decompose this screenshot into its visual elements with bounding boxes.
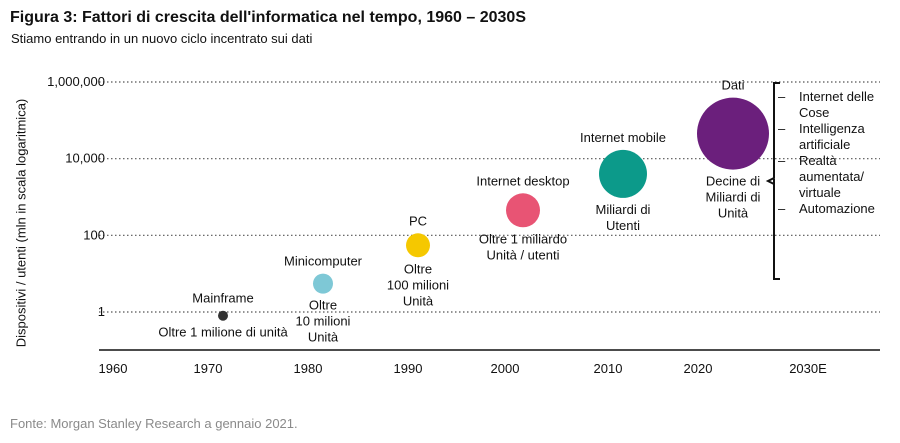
bubbles	[218, 97, 769, 321]
bubble-caption: Utenti	[606, 218, 640, 233]
trend-dash: –	[778, 121, 786, 136]
trend-list: – Internet delle Cose – Intelligenza art…	[778, 89, 895, 217]
chart-subtitle: Stiamo entrando in un nuovo ciclo incent…	[11, 31, 313, 46]
bubble-dati	[697, 97, 769, 170]
bubble-label: Mainframe	[192, 291, 253, 306]
bubble-caption: Unità / utenti	[487, 247, 560, 262]
bubble-caption: Unità	[308, 330, 339, 345]
bubble-label: Dati	[721, 78, 744, 93]
trend-bracket	[765, 82, 780, 280]
bubble-caption: Oltre	[309, 298, 337, 313]
x-tick-label: 2010	[594, 361, 623, 376]
bubble-label: Internet desktop	[476, 173, 569, 188]
y-tick-label: 1	[98, 304, 105, 319]
trend-dash: –	[778, 201, 786, 216]
bubble-caption: Decine di	[706, 174, 760, 189]
bubble-caption: Oltre 1 milione di unità	[158, 325, 288, 340]
y-tick-label: 10,000	[65, 151, 105, 166]
bubble-mainframe	[218, 310, 228, 321]
trend-label: Automazione	[799, 201, 875, 216]
bubble-internet-desktop	[506, 193, 540, 228]
bubble-label: Minicomputer	[284, 254, 363, 269]
bubble-label: Internet mobile	[580, 130, 666, 145]
trend-dash: –	[778, 89, 786, 104]
bubble-caption: Miliardi di	[706, 190, 761, 205]
trend-label: Intelligenza artificiale	[799, 121, 865, 152]
bubble-caption: 100 milioni	[387, 277, 449, 292]
trend-item-ai: – Intelligenza artificiale	[778, 121, 895, 153]
bubble-caption: 10 milioni	[296, 314, 351, 329]
trend-item-automation: – Automazione	[778, 201, 895, 217]
x-tick-label: 1970	[194, 361, 223, 376]
trend-label: Realtà aumentata/ virtuale	[799, 153, 865, 200]
y-tick-label: 1,000,000	[47, 74, 105, 89]
data-labels: Mainframe Oltre 1 milione di unità Minicom…	[158, 78, 760, 345]
y-tick-label: 100	[83, 227, 105, 242]
x-tick-label: 1990	[394, 361, 423, 376]
axes: 1 100 10,000 1,000,000 1960 1970 1980 1990 2000 2…	[47, 74, 880, 376]
x-tick-label: 2020	[684, 361, 713, 376]
trend-dash: –	[778, 153, 786, 168]
bubble-caption: Unità	[718, 206, 749, 221]
trend-item-ar-vr: – Realtà aumentata/ virtuale	[778, 153, 895, 201]
source-note: Fonte: Morgan Stanley Research a gennaio…	[10, 416, 298, 431]
bubble-pc	[406, 233, 430, 258]
chart-title: Figura 3: Fattori di crescita dell'infor…	[10, 9, 526, 26]
trend-label: Internet delle Cose	[799, 89, 875, 120]
x-tick-label: 2000	[491, 361, 520, 376]
trend-item-iot: – Internet delle Cose	[778, 89, 895, 121]
bubble-caption: Oltre	[404, 261, 432, 276]
x-tick-label: 1980	[294, 361, 323, 376]
bubble-minicomputer	[313, 273, 333, 294]
bubble-internet-mobile	[599, 149, 647, 198]
x-tick-label: 2030E	[789, 361, 827, 376]
bubble-caption: Oltre 1 miliardo	[479, 231, 567, 246]
x-tick-label: 1960	[99, 361, 128, 376]
bubble-caption: Miliardi di	[596, 202, 651, 217]
bubble-caption: Unità	[403, 293, 434, 308]
bubble-label: PC	[409, 213, 427, 228]
